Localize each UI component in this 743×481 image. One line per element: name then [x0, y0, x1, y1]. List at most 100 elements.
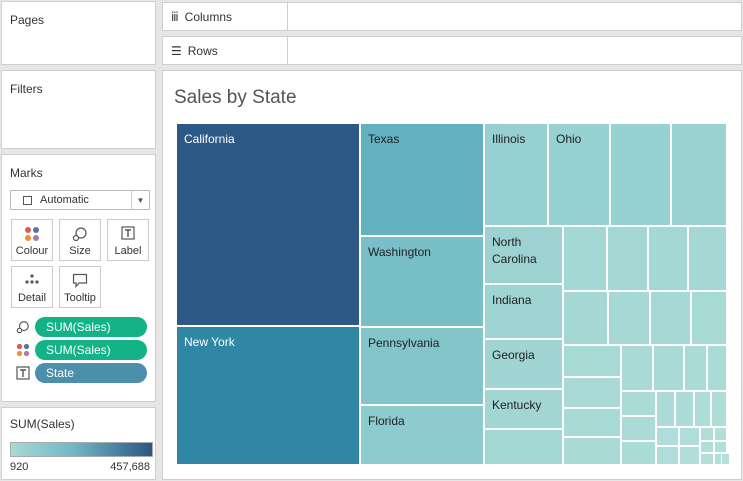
- tile-indiana[interactable]: Indiana: [484, 284, 563, 339]
- tile-label: New York: [184, 335, 235, 349]
- filters-title: Filters: [10, 82, 43, 96]
- tile-state[interactable]: [671, 123, 727, 226]
- tile-north-carolina[interactable]: North Carolina: [484, 226, 563, 284]
- legend-gradient: [10, 442, 153, 457]
- tile-state[interactable]: [563, 345, 621, 377]
- tile-state[interactable]: [721, 453, 730, 465]
- size-button[interactable]: Size: [59, 219, 101, 261]
- tile-label: California: [184, 132, 235, 146]
- colour-icon: [25, 227, 39, 241]
- mark-type-dropdown[interactable]: Automatic ▼: [10, 190, 150, 210]
- tile-texas[interactable]: Texas: [360, 123, 484, 236]
- tile-state[interactable]: [563, 437, 621, 465]
- tile-state[interactable]: [484, 429, 563, 465]
- tile-state[interactable]: [608, 291, 650, 345]
- tile-kentucky[interactable]: Kentucky: [484, 389, 563, 429]
- tile-state[interactable]: [675, 391, 694, 427]
- tile-new-york[interactable]: New York: [176, 326, 360, 465]
- tile-state[interactable]: [621, 416, 656, 441]
- tile-label: Georgia: [492, 348, 535, 362]
- tile-state[interactable]: [711, 391, 727, 427]
- tile-illinois[interactable]: Illinois: [484, 123, 548, 226]
- rows-shelf[interactable]: ☰ Rows: [162, 36, 742, 65]
- tile-label: North Carolina: [492, 235, 537, 266]
- detail-button[interactable]: Detail: [11, 266, 53, 308]
- mark-type-value: Automatic: [40, 194, 89, 206]
- tile-california[interactable]: California: [176, 123, 360, 326]
- tile-pennsylvania[interactable]: Pennsylvania: [360, 327, 484, 405]
- tile-state[interactable]: [714, 441, 727, 453]
- tile-state[interactable]: [691, 291, 727, 345]
- tile-state[interactable]: [563, 226, 607, 291]
- detail-icon: [25, 274, 39, 284]
- pages-title: Pages: [10, 13, 45, 27]
- tooltip-label: Tooltip: [64, 292, 96, 304]
- tile-state[interactable]: [656, 391, 675, 427]
- tile-state[interactable]: [653, 345, 684, 391]
- tile-state[interactable]: [563, 377, 621, 408]
- view-title: Sales by State: [174, 87, 297, 108]
- rows-label: Rows: [187, 43, 218, 58]
- automatic-mark-icon: [23, 195, 32, 205]
- tile-state[interactable]: [563, 408, 621, 437]
- tile-state[interactable]: [707, 345, 727, 391]
- tile-state[interactable]: [656, 446, 679, 465]
- legend-min-value: 920: [10, 461, 29, 473]
- tile-ohio[interactable]: Ohio: [548, 123, 610, 226]
- tile-state[interactable]: [700, 427, 714, 441]
- columns-icon: ⅲ: [171, 9, 179, 24]
- detail-label: Detail: [17, 292, 47, 304]
- tile-label: Florida: [368, 414, 405, 428]
- tile-state[interactable]: [610, 123, 671, 226]
- colour-label: Colour: [15, 245, 49, 257]
- legend-title: SUM(Sales): [10, 417, 75, 431]
- colour-icon: [16, 343, 30, 357]
- filters-card[interactable]: Filters: [1, 70, 156, 149]
- label-pill-row: State: [10, 363, 148, 383]
- tile-state[interactable]: [621, 441, 656, 465]
- tile-state[interactable]: [650, 291, 691, 345]
- columns-shelf-header: ⅲ Columns: [163, 3, 288, 30]
- tile-state[interactable]: [648, 226, 688, 291]
- tile-georgia[interactable]: Georgia: [484, 339, 563, 389]
- rows-shelf-header: ☰ Rows: [163, 37, 288, 64]
- pages-card[interactable]: Pages: [1, 1, 156, 65]
- tile-label: Indiana: [492, 293, 532, 307]
- tile-label: Pennsylvania: [368, 336, 440, 350]
- tile-label: Washington: [368, 245, 431, 259]
- tile-state[interactable]: [621, 345, 653, 391]
- tile-state[interactable]: [679, 446, 700, 465]
- colour-field-pill[interactable]: SUM(Sales): [35, 340, 147, 360]
- size-label: Size: [69, 245, 91, 257]
- tile-label: Kentucky: [492, 398, 542, 412]
- tile-state[interactable]: [684, 345, 707, 391]
- chevron-down-icon[interactable]: ▼: [131, 191, 149, 209]
- tooltip-icon: [72, 273, 88, 288]
- colour-legend-card: SUM(Sales) 920 457,688: [1, 407, 156, 480]
- colour-button[interactable]: Colour: [11, 219, 53, 261]
- state-field-pill[interactable]: State: [35, 363, 147, 383]
- tile-state[interactable]: [621, 391, 656, 416]
- tile-label: Illinois: [492, 132, 526, 146]
- tile-washington[interactable]: Washington: [360, 236, 484, 327]
- rows-icon: ☰: [171, 43, 182, 58]
- tile-state[interactable]: [700, 453, 714, 465]
- label-button[interactable]: Label: [107, 219, 149, 261]
- label-icon: [121, 226, 135, 240]
- tile-state[interactable]: [688, 226, 727, 291]
- treemap-chart[interactable]: California New York Texas Washington Pen…: [176, 123, 730, 465]
- tile-florida[interactable]: Florida: [360, 405, 484, 465]
- tile-state[interactable]: [563, 291, 608, 345]
- size-icon: [72, 227, 87, 242]
- tooltip-button[interactable]: Tooltip: [59, 266, 101, 308]
- tile-state[interactable]: [714, 427, 727, 441]
- size-field-pill[interactable]: SUM(Sales): [35, 317, 147, 337]
- tile-state[interactable]: [700, 441, 714, 453]
- columns-shelf[interactable]: ⅲ Columns: [162, 2, 742, 31]
- tile-state[interactable]: [694, 391, 711, 427]
- tile-state[interactable]: [679, 427, 700, 446]
- marks-card: Marks Automatic ▼ Colour Size Label Deta…: [1, 154, 156, 402]
- tile-label: Texas: [368, 132, 400, 146]
- tile-state[interactable]: [656, 427, 679, 446]
- tile-state[interactable]: [607, 226, 648, 291]
